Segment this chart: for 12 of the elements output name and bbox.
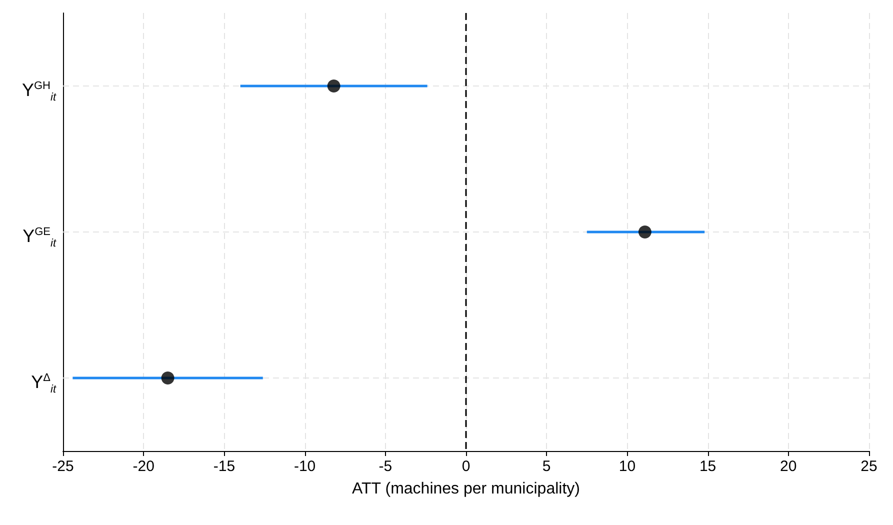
x-tick-label: -20 xyxy=(132,458,154,475)
x-tick-label: -5 xyxy=(378,458,392,475)
x-tick-label: 15 xyxy=(699,458,716,475)
x-tick-label: 0 xyxy=(462,458,470,475)
x-tick-label: -25 xyxy=(52,458,74,475)
x-tick-label: -10 xyxy=(294,458,316,475)
x-tick-label: 25 xyxy=(860,458,878,475)
x-tick-label: 20 xyxy=(780,458,797,475)
x-tick-label: -15 xyxy=(213,458,236,475)
x-axis-title: ATT (machines per municipality) xyxy=(352,480,580,498)
x-tick-label: 10 xyxy=(618,458,636,475)
x-tick-label: 5 xyxy=(542,458,551,475)
